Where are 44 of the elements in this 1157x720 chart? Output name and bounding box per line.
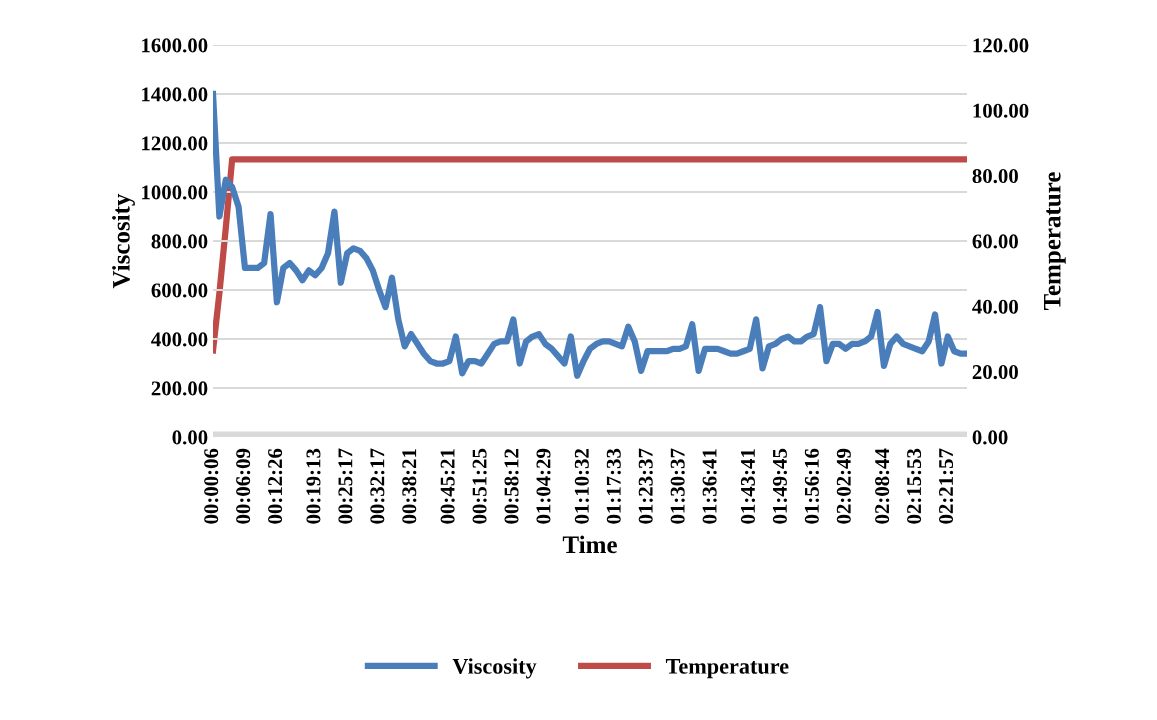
- y2-tick-label: 80.00: [972, 169, 1018, 184]
- x-tick-label: 00:38:21: [402, 449, 417, 524]
- x-tick-label: 01:43:41: [740, 449, 756, 524]
- y2-axis-title: Temperature: [1044, 172, 1066, 311]
- x-tick-label: 02:15:53: [907, 448, 922, 524]
- y2-tick-label: 0.00: [972, 430, 1008, 445]
- x-tick-label: 02:08:44: [875, 448, 890, 524]
- y-tick-label: 1000.00: [142, 185, 208, 200]
- x-axis-title: Time: [562, 535, 617, 554]
- x-tick-label: 01:17:33: [606, 448, 621, 524]
- y-tick-label: 600.00: [151, 283, 208, 298]
- y-tick-label: 1400.00: [142, 87, 208, 102]
- x-tick-label: 01:36:41: [702, 449, 717, 524]
- legend-label: Temperature: [665, 659, 789, 679]
- x-tick-label: 00:58:12: [504, 449, 519, 524]
- x-tick-label: 02:21:57: [938, 448, 954, 524]
- x-tick-label: 00:45:21: [440, 449, 455, 524]
- x-tick-label: 01:04:29: [536, 448, 551, 524]
- y2-tick-label: 20.00: [972, 365, 1018, 380]
- x-tick-label: 01:23:37: [638, 448, 653, 524]
- y-tick-label: 0.00: [172, 430, 208, 445]
- x-tick-label: 02:02:49: [836, 448, 851, 524]
- y-tick-label: 1200.00: [142, 136, 208, 151]
- x-tick-label: 01:30:37: [670, 448, 685, 524]
- y-tick-label: 200.00: [151, 381, 208, 396]
- x-tick-label: 00:25:17: [338, 448, 353, 524]
- y2-tick-label: 40.00: [972, 299, 1018, 314]
- x-tick-label: 01:10:32: [574, 449, 589, 524]
- x-tick-label: 00:32:17: [370, 448, 385, 524]
- x-tick-label: 00:00:06: [204, 448, 219, 524]
- y-tick-label: 400.00: [151, 332, 208, 347]
- x-tick-label: 00:51:25: [472, 448, 487, 524]
- y-tick-label: 1600.00: [142, 38, 208, 53]
- y2-tick-label: 120.00: [973, 38, 1029, 53]
- y2-tick-label: 60.00: [972, 234, 1018, 249]
- y2-tick-label: 100.00: [973, 103, 1029, 118]
- x-tick-label: 00:06:09: [236, 448, 251, 524]
- x-tick-label: 00:12:26: [268, 448, 283, 524]
- legend-label: Viscosity: [452, 658, 537, 679]
- y-axis-title: Viscosity: [112, 193, 135, 289]
- y-tick-label: 800.00: [151, 234, 208, 249]
- x-tick-label: 01:49:45: [772, 448, 787, 524]
- x-tick-label: 00:19:13: [306, 448, 321, 524]
- x-tick-label: 01:56:16: [804, 448, 819, 524]
